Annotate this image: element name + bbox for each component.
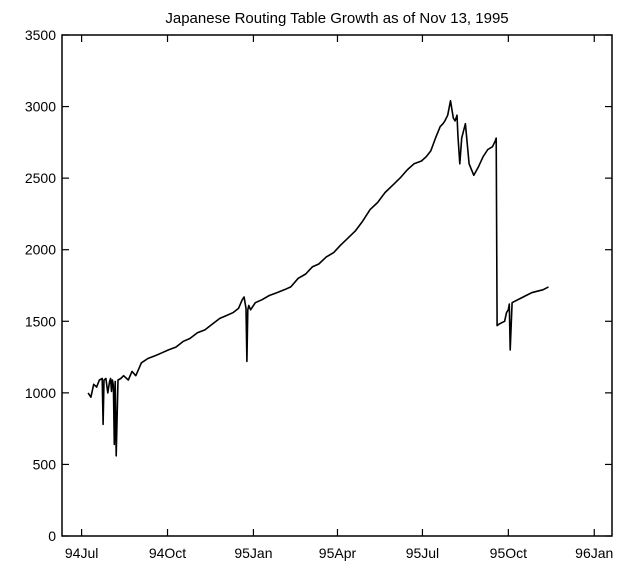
x-tick-label: 96Jan: [575, 545, 613, 561]
x-tick-label: 95Oct: [490, 545, 527, 561]
x-tick-label: 95Jan: [234, 545, 272, 561]
x-tick-label: 94Jul: [65, 545, 98, 561]
y-tick-label: 2500: [25, 170, 56, 186]
x-tick-label: 94Oct: [149, 545, 186, 561]
y-tick-label: 1500: [25, 313, 56, 329]
y-tick-label: 500: [33, 456, 57, 472]
y-tick-label: 0: [48, 528, 56, 544]
y-tick-label: 3500: [25, 27, 56, 43]
x-tick-label: 95Apr: [319, 545, 357, 561]
series-line: [87, 100, 549, 457]
chart-title: Japanese Routing Table Growth as of Nov …: [165, 10, 508, 27]
plot-frame: [61, 34, 613, 537]
x-axis: 94Jul 94Oct 95Jan 95Apr 95Jul 95Oct 96Jan: [65, 35, 613, 561]
y-tick-label: 3000: [25, 99, 56, 115]
y-axis: 0 500 1000 1500 2000 2500 3000 3500: [25, 27, 612, 544]
y-tick-label: 2000: [25, 242, 56, 258]
x-tick-label: 95Jul: [406, 545, 439, 561]
y-tick-label: 1000: [25, 385, 56, 401]
